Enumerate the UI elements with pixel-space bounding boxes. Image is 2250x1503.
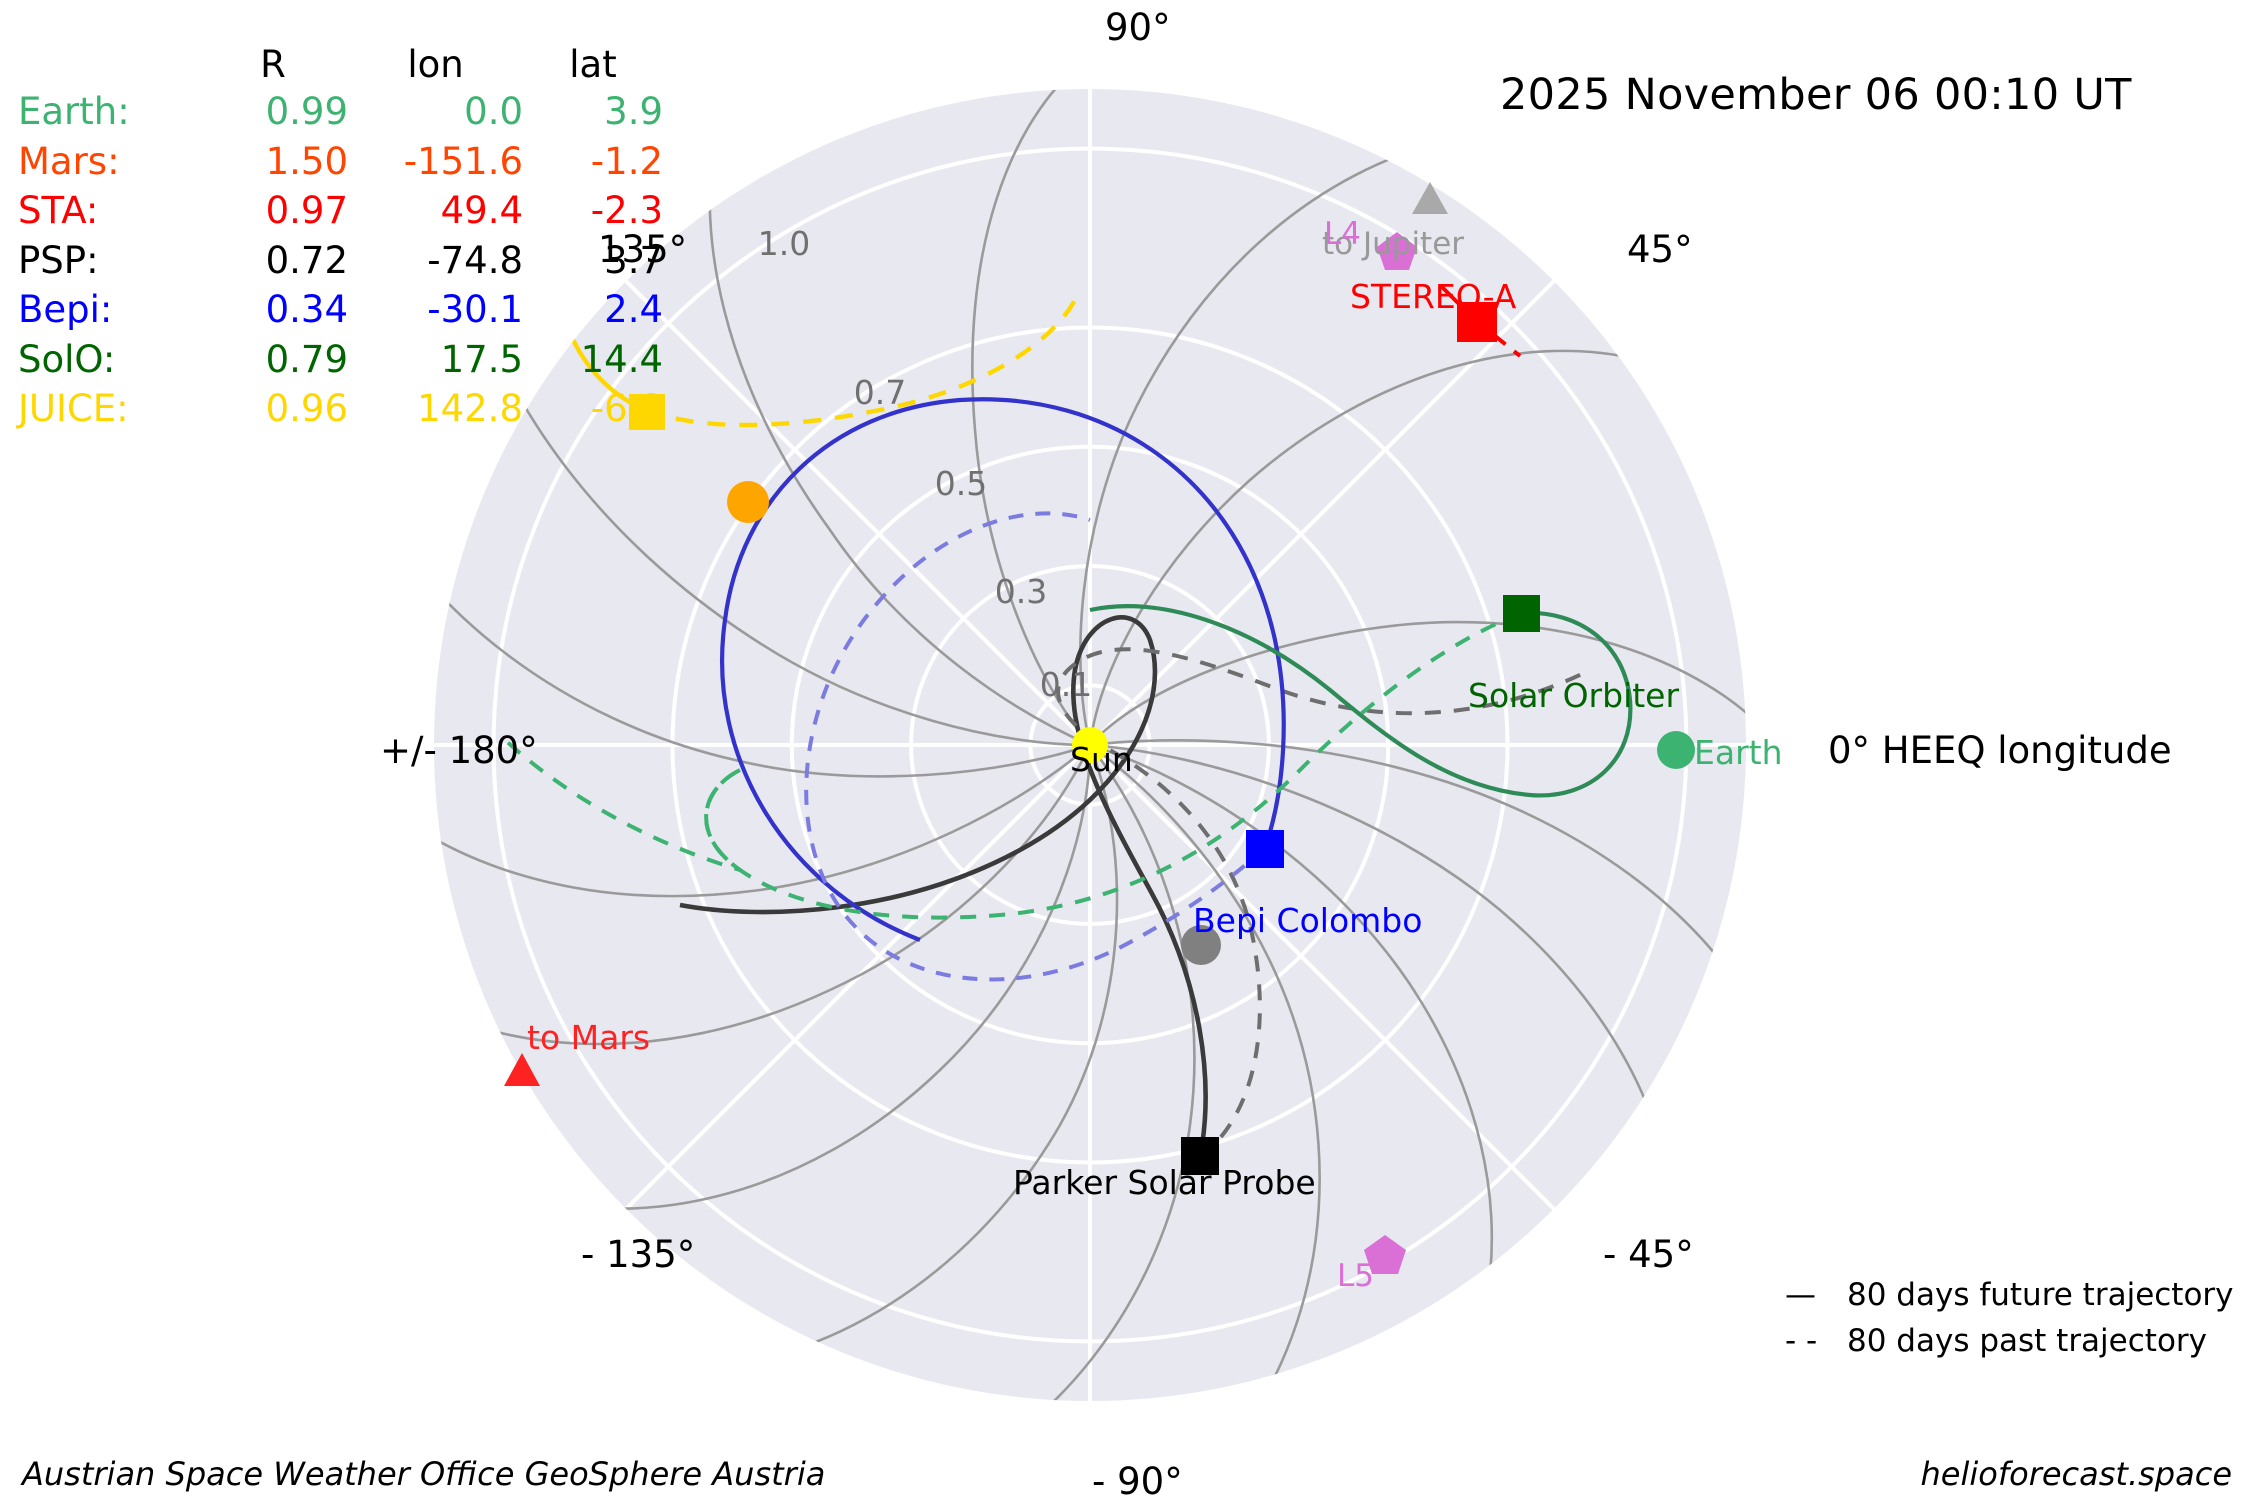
angle-label-0: 0° HEEQ longitude — [1828, 729, 2172, 772]
table-cell-name: Bepi: — [18, 288, 113, 332]
table-row: Mars: 1.50 -151.6 -1.2 — [18, 137, 663, 186]
angle-label-minus-90: - 90° — [1092, 1460, 1183, 1503]
footer-website: helioforecast.space — [1920, 1455, 2232, 1493]
table-row: JUICE: 0.96 142.8 -6.8 — [18, 384, 663, 433]
table-row: Earth: 0.99 0.0 3.9 — [18, 87, 663, 136]
bepi-colombo-marker — [1246, 830, 1284, 868]
table-cell-lon: -30.1 — [427, 288, 523, 332]
solo-future-trajectory — [1089, 604, 1633, 798]
angle-label-135: 135° — [598, 228, 688, 271]
past-dash-icon: - - — [1785, 1323, 1818, 1359]
earth-marker — [1657, 731, 1695, 769]
mercury-marker — [1181, 925, 1221, 965]
table-cell-name: Earth: — [18, 90, 130, 134]
trajectory-legend: — 80 days future trajectory - - 80 days … — [1785, 1272, 2234, 1364]
to-mars-marker — [504, 1053, 540, 1086]
radial-tick-labels: 0.1 0.3 0.5 0.7 1.0 — [758, 224, 1092, 704]
earth-label: Earth — [1694, 733, 1783, 772]
footer-attribution: Austrian Space Weather Office GeoSphere … — [22, 1455, 826, 1493]
table-cell-lon: 49.4 — [440, 189, 523, 233]
future-dash-icon: — — [1785, 1277, 1816, 1313]
solar-orbiter-marker — [1503, 595, 1540, 632]
sun-marker — [1072, 727, 1108, 763]
radial-tick-0.3: 0.3 — [995, 572, 1047, 611]
parker-solar-probe-marker — [1181, 1137, 1219, 1175]
venus-marker — [727, 481, 769, 523]
date-title: 2025 November 06 00:10 UT — [1500, 70, 2132, 120]
table-cell-r: 0.99 — [265, 90, 348, 134]
radial-tick-0.1: 0.1 — [1040, 665, 1092, 704]
l4-label: L4 — [1324, 216, 1361, 252]
parker-solar-probe-label: Parker Solar Probe — [1013, 1163, 1316, 1202]
to-mars-label: to Mars — [527, 1018, 651, 1057]
juice-marker — [629, 394, 665, 430]
psp-future-trajectory — [679, 615, 1208, 1158]
radial-tick-1.0: 1.0 — [758, 224, 810, 263]
l5-marker — [1364, 1235, 1406, 1274]
solo-past-trajectory-ext — [503, 738, 742, 872]
angle-label-minus-45: - 45° — [1603, 1233, 1694, 1276]
table-cell-lon: -74.8 — [427, 238, 523, 282]
table-cell-r: 0.96 — [265, 387, 348, 431]
table-cell-lat: -1.2 — [590, 139, 663, 183]
table-cell-name: JUICE: — [18, 387, 129, 431]
table-cell-name: PSP: — [18, 238, 99, 282]
solar-orbiter-label: Solar Orbiter — [1468, 676, 1680, 715]
table-row: STA: 0.97 49.4 -2.3 — [18, 186, 663, 235]
table-cell-r: 1.50 — [265, 139, 348, 183]
to-jupiter-label: to Jupiter — [1322, 226, 1465, 262]
table-cell-lat: 3.7 — [604, 238, 663, 282]
table-row: PSP: 0.72 -74.8 3.7 — [18, 236, 663, 285]
stereo-a-marker — [1457, 302, 1497, 342]
radial-tick-0.5: 0.5 — [935, 464, 987, 503]
table-cell-r: 0.72 — [265, 238, 348, 282]
l5-label: L5 — [1337, 1258, 1374, 1294]
legend-row-past: - - 80 days past trajectory — [1785, 1318, 2234, 1364]
table-cell-name: SolO: — [18, 337, 116, 381]
table-cell-lat: -2.3 — [590, 189, 663, 233]
l4-marker — [1377, 232, 1417, 270]
table-cell-lat: 14.4 — [580, 337, 663, 381]
table-row: SolO: 0.79 17.5 14.4 — [18, 335, 663, 384]
angle-label-minus-135: - 135° — [581, 1233, 696, 1276]
stereo-a-label: STEREO-A — [1350, 277, 1517, 316]
bepi-future-trajectory — [719, 397, 1286, 942]
table-cell-name: STA: — [18, 189, 99, 233]
table-header-lat: lat — [569, 43, 617, 86]
table-cell-name: Mars: — [18, 139, 120, 183]
legend-future-label: 80 days future trajectory — [1847, 1277, 2234, 1313]
angle-label-90: 90° — [1105, 6, 1171, 49]
table-cell-lon: 142.8 — [417, 387, 523, 431]
bepi-colombo-label: Bepi Colombo — [1193, 901, 1423, 940]
object-markers — [504, 182, 1695, 1274]
legend-past-label: 80 days past trajectory — [1847, 1323, 2207, 1359]
juice-past-trajectory — [644, 298, 1077, 428]
table-cell-lat: -6.8 — [590, 387, 663, 431]
table-cell-lon: -151.6 — [403, 139, 523, 183]
table-row: Bepi: 0.34 -30.1 2.4 — [18, 285, 663, 334]
table-header-r: R — [260, 43, 286, 86]
table-cell-r: 0.34 — [265, 288, 348, 332]
angle-label-180: +/- 180° — [380, 729, 538, 772]
table-cell-lat: 2.4 — [604, 288, 663, 332]
radial-tick-0.7: 0.7 — [854, 373, 906, 412]
table-header-name — [18, 40, 198, 87]
solo-past-trajectory — [704, 611, 1523, 920]
table-cell-lon: 0.0 — [464, 90, 523, 134]
table-cell-lat: 3.9 — [604, 90, 663, 134]
table-header-lon: lon — [407, 43, 464, 86]
bepi-past-trajectory — [804, 511, 1267, 982]
psp-past-trajectory — [1056, 647, 1591, 1159]
table-cell-r: 0.79 — [265, 337, 348, 381]
angle-label-45: 45° — [1627, 228, 1693, 271]
sun-label: Sun — [1070, 740, 1133, 779]
table-cell-r: 0.97 — [265, 189, 348, 233]
to-jupiter-marker — [1412, 182, 1448, 214]
legend-row-future: — 80 days future trajectory — [1785, 1272, 2234, 1318]
table-cell-lon: 17.5 — [440, 337, 523, 381]
